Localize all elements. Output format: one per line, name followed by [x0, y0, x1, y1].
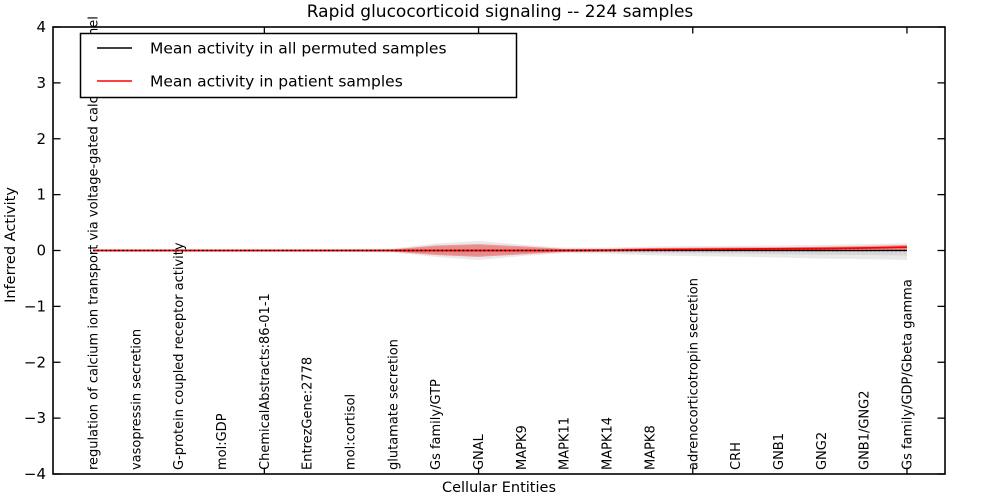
x-tick-label: CRH: [729, 442, 744, 470]
x-tick-label: regulation of calcium ion transport via …: [87, 16, 102, 470]
x-tick-label: ChemicalAbstracts:86-01-1: [258, 293, 273, 470]
x-tick-label: adrenocorticotropin secretion: [686, 278, 701, 470]
x-tick-label: GNAL: [472, 433, 487, 470]
x-tick-label: GNB1/GNG2: [858, 390, 873, 470]
x-tick-label: mol:cortisol: [344, 394, 359, 470]
x-tick-labels: regulation of calcium ion transport via …: [87, 16, 916, 470]
x-tick-label: Gs family/GDP/Gbeta gamma: [900, 279, 915, 470]
mean-lines: [93, 246, 907, 252]
y-tick-label: 3: [36, 74, 46, 92]
y-tick-label: 2: [36, 130, 46, 148]
y-tick-label: 0: [36, 242, 46, 260]
x-tick-label: GNB1: [772, 433, 787, 470]
x-tick-label: glutamate secretion: [386, 339, 401, 470]
x-tick-label: EntrezGene:2778: [301, 357, 316, 470]
x-axis-label: Cellular Entities: [442, 480, 556, 496]
y-tick-label: −2: [24, 353, 46, 371]
legend-entry-label: Mean activity in all permuted samples: [150, 40, 447, 58]
y-tick-label: −1: [24, 297, 46, 315]
legend-box: [79, 32, 518, 99]
x-tick-label: mol:GDP: [215, 413, 230, 470]
y-tick-label: 4: [36, 18, 46, 36]
y-tick-label: 1: [36, 186, 46, 204]
y-tick-label: −3: [24, 409, 46, 427]
x-tick-label: MAPK14: [601, 417, 616, 470]
x-tick-label: Gs family/GTP: [429, 379, 444, 470]
axes-frame: 4 3 2 1 0 −1 −2 −3 −4: [24, 18, 946, 483]
legend: Mean activity in all permuted samples Mea…: [79, 32, 518, 99]
y-axis-label: Inferred Activity: [3, 187, 19, 303]
legend-entry-label: Mean activity in patient samples: [150, 73, 403, 91]
x-tick-label: G-protein coupled receptor activity: [172, 242, 187, 470]
x-tick-label: MAPK8: [643, 425, 658, 470]
x-tick-label: GNG2: [815, 432, 830, 470]
chart-title: Rapid glucocorticoid signaling -- 224 sa…: [307, 2, 694, 22]
y-tick-label: −4: [24, 465, 46, 483]
x-tick-label: MAPK9: [515, 425, 530, 470]
x-tick-label: vasopressin secretion: [129, 329, 144, 470]
x-tick-label: MAPK11: [558, 417, 573, 470]
